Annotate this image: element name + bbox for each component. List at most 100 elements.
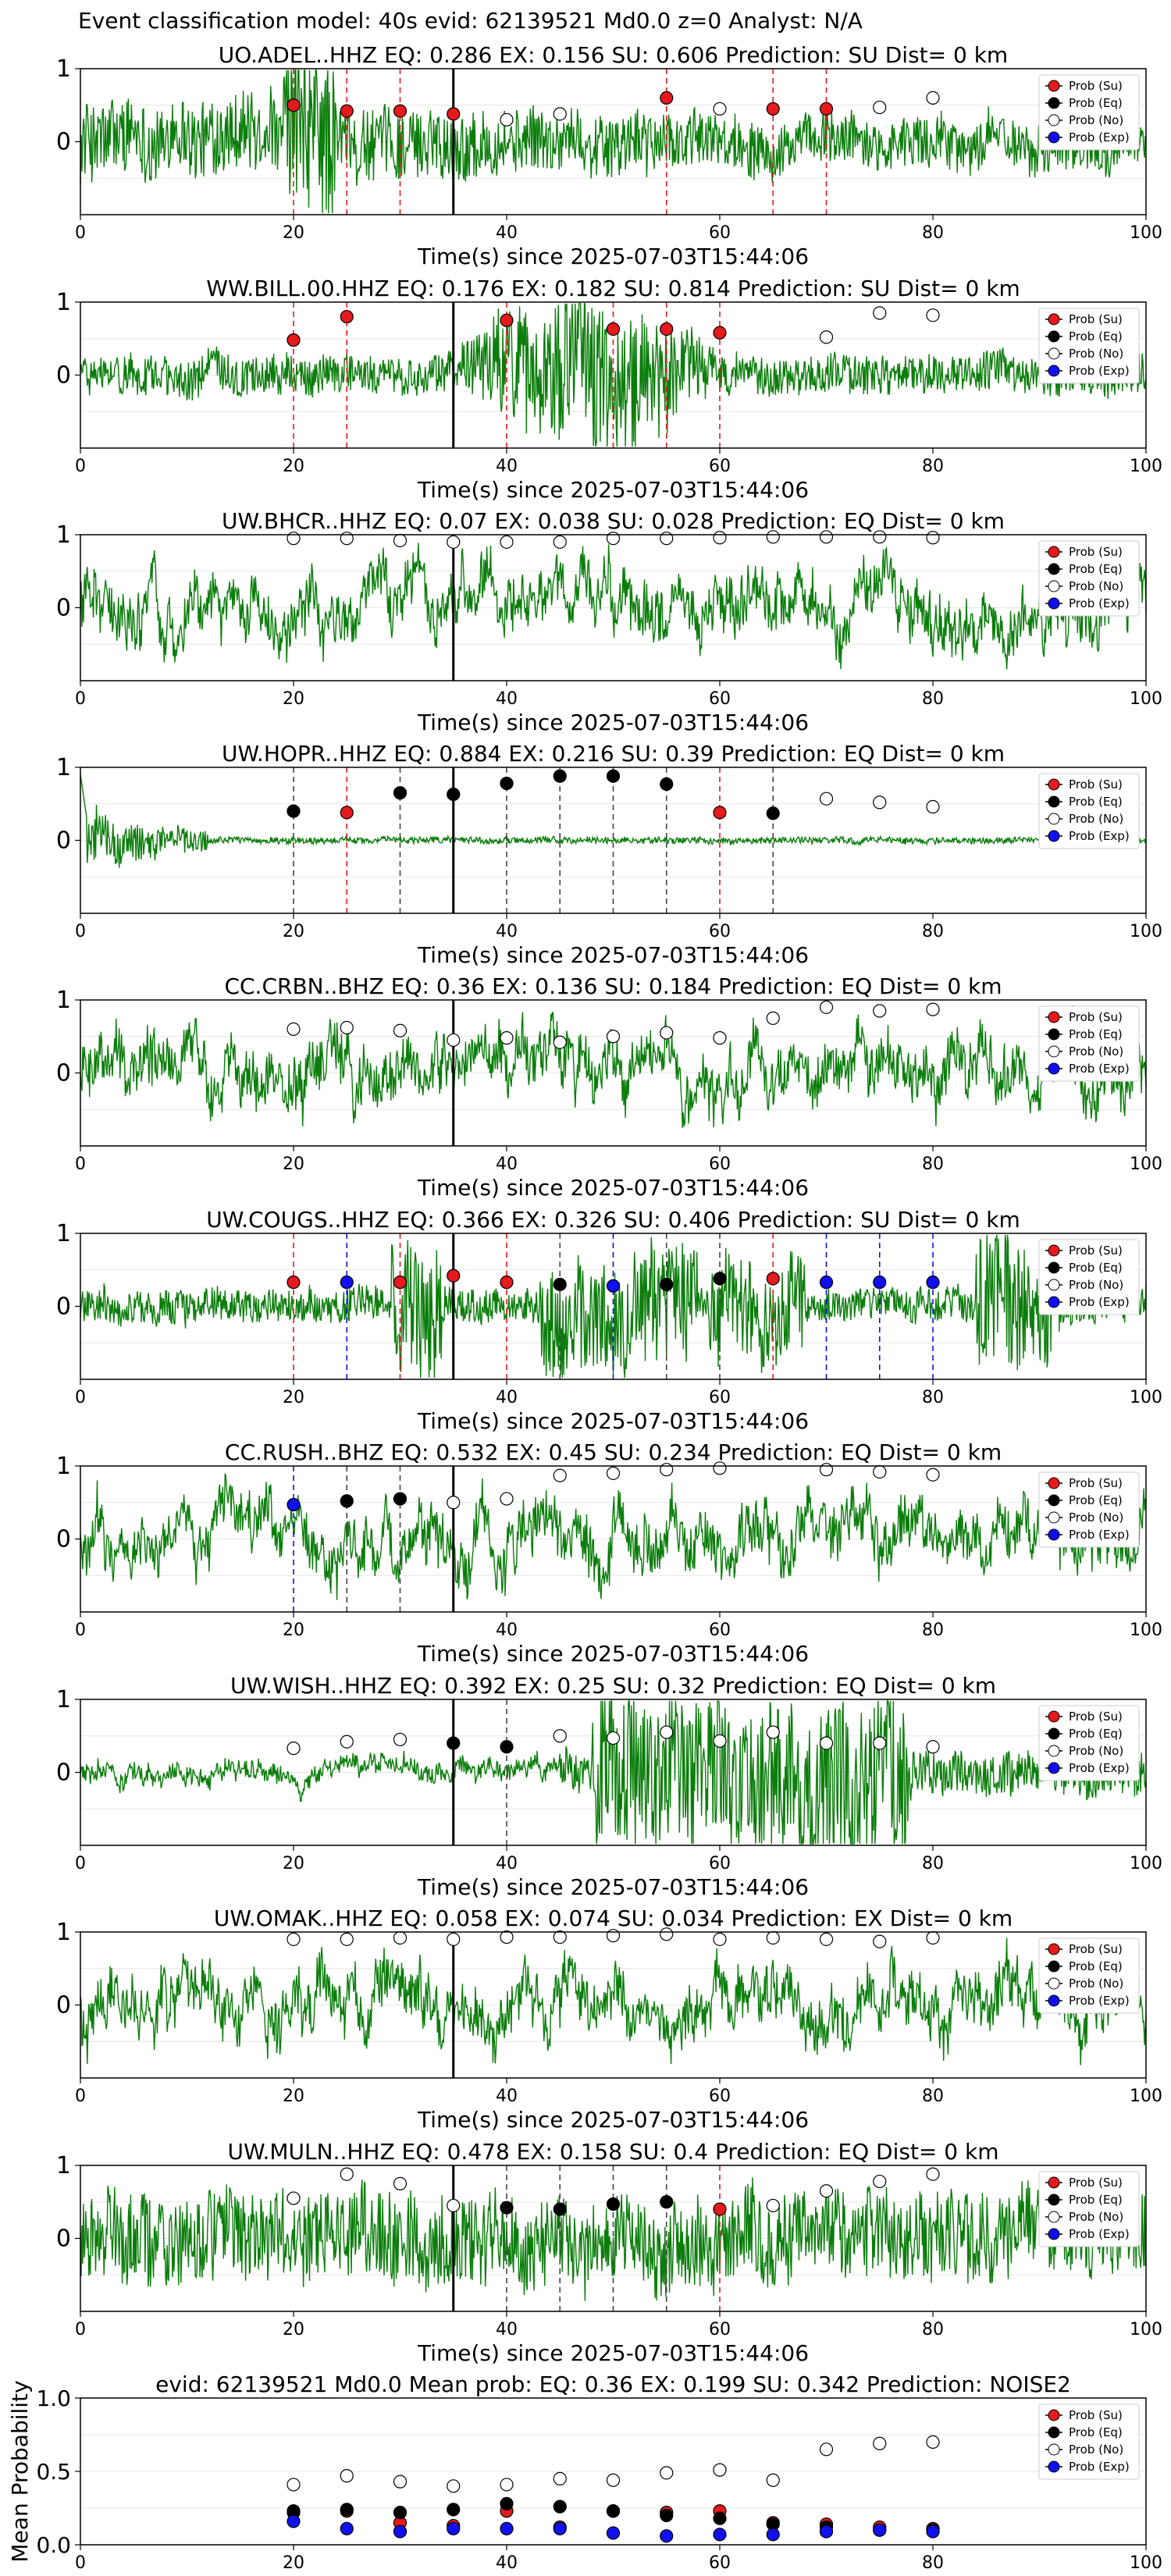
legend-box [1038, 2403, 1140, 2480]
x-tick-label: 100 [1130, 2087, 1162, 2106]
legend-marker-exp [1048, 1062, 1060, 1075]
x-tick-label: 20 [283, 223, 304, 243]
panel-title: UW.COUGS..HHZ EQ: 0.366 EX: 0.326 SU: 0.… [206, 1207, 1020, 1233]
x-tick-label: 40 [496, 1155, 518, 1174]
legend-marker-eq [1048, 563, 1060, 575]
legend-label: Prob (Su) [1069, 545, 1123, 559]
marker-no [287, 2478, 301, 2492]
marker-su [713, 326, 727, 340]
marker-exp [713, 2528, 727, 2542]
legend-marker-eq [1048, 2194, 1060, 2206]
marker-eq [447, 787, 461, 802]
x-tick-label: 60 [709, 689, 731, 709]
legend-marker-no [1048, 114, 1060, 126]
legend-marker-eq [1048, 1960, 1060, 1973]
x-axis-label: Time(s) since 2025-07-03T15:44:06 [417, 2340, 809, 2366]
x-axis-label: Time(s) since 2025-07-03T15:44:06 [417, 2107, 809, 2133]
x-tick-label: 80 [922, 223, 944, 243]
panel-title: WW.BILL.00.HHZ EQ: 0.176 EX: 0.182 SU: 0… [206, 276, 1020, 301]
legend-marker-exp [1048, 1994, 1060, 2007]
marker-exp [553, 2521, 567, 2535]
marker-eq [606, 769, 621, 783]
marker-su [660, 91, 674, 105]
x-tick-label: 0 [75, 1854, 86, 1873]
marker-exp [873, 1276, 887, 1290]
marker-no [393, 1023, 408, 1037]
legend-label: Prob (No) [1069, 347, 1123, 361]
panel-1: WW.BILL.00.HHZ EQ: 0.176 EX: 0.182 SU: 0… [56, 276, 1162, 503]
marker-no [713, 101, 727, 116]
marker-su [713, 2202, 727, 2216]
legend-marker-eq [1048, 1727, 1060, 1740]
x-axis-label: Time(s) since 2025-07-03T15:44:06 [417, 942, 809, 968]
y-tick-label: 1 [56, 289, 71, 316]
y-tick-label: 0 [56, 827, 71, 855]
x-tick-label: 0 [75, 223, 86, 243]
waveform-trace [80, 1937, 1147, 2065]
panel-8: UW.OMAK..HHZ EQ: 0.058 EX: 0.074 SU: 0.0… [56, 1905, 1162, 2133]
x-tick-label: 20 [283, 1621, 304, 1640]
legend-label: Prob (Exp) [1069, 1994, 1130, 2008]
marker-no [819, 792, 834, 806]
panels: UO.ADEL..HHZ EQ: 0.286 EX: 0.156 SU: 0.6… [7, 42, 1162, 2573]
y-tick-label: 1 [56, 1453, 71, 1480]
y-tick-label: 0.0 [36, 2532, 71, 2558]
x-tick-label: 100 [1130, 1388, 1162, 1407]
legend-marker-no [1048, 1279, 1060, 1291]
x-tick-label: 20 [283, 2320, 304, 2339]
marker-eq [553, 769, 567, 783]
x-tick-label: 80 [922, 1388, 944, 1407]
legend-label: Prob (Su) [1069, 1244, 1123, 1258]
marker-no [766, 2198, 780, 2213]
marker-no [553, 1468, 567, 1482]
y-tick-label: 0.5 [36, 2459, 71, 2485]
legend-label: Prob (Eq) [1069, 1027, 1123, 1041]
marker-exp [340, 1276, 354, 1290]
marker-eq [660, 2195, 674, 2209]
marker-su [500, 313, 514, 327]
marker-no [340, 532, 354, 546]
x-tick-label: 0 [75, 457, 86, 476]
marker-exp [819, 2524, 834, 2539]
marker-eq [500, 2201, 514, 2215]
legend-label: Prob (Eq) [1069, 329, 1123, 343]
marker-no [500, 1031, 514, 1045]
legend-box [1038, 1705, 1140, 1781]
legend-label: Prob (Exp) [1069, 364, 1130, 378]
marker-exp [766, 2528, 780, 2542]
legend-marker-su [1048, 778, 1060, 791]
x-tick-label: 60 [709, 2553, 731, 2573]
legend-label: Prob (Exp) [1069, 2460, 1130, 2474]
waveform-trace [80, 1005, 1147, 1128]
x-tick-label: 80 [922, 1155, 944, 1174]
y-tick-label: 1 [56, 1686, 71, 1713]
x-tick-label: 80 [922, 689, 944, 709]
legend-label: Prob (No) [1069, 1744, 1123, 1758]
x-tick-label: 0 [75, 1155, 86, 1174]
marker-no [500, 2478, 514, 2492]
marker-no [287, 532, 301, 546]
legend-marker-su [1048, 546, 1060, 558]
x-tick-label: 100 [1130, 1854, 1162, 1873]
legend-marker-no [1048, 1045, 1060, 1058]
legend-marker-su [1048, 313, 1060, 326]
marker-no [766, 1725, 780, 1739]
legend-label: Prob (Eq) [1069, 1727, 1123, 1741]
marker-eq [340, 1494, 354, 1508]
y-tick-label: 0 [56, 2226, 71, 2253]
marker-no [393, 533, 408, 548]
legend-marker-su [1048, 1244, 1060, 1257]
marker-eq [660, 777, 674, 792]
y-tick-label: 1 [56, 754, 71, 781]
marker-no [819, 1736, 834, 1750]
marker-exp [873, 2523, 887, 2537]
marker-su [287, 98, 301, 112]
x-tick-label: 80 [922, 2320, 944, 2339]
x-tick-label: 0 [75, 2553, 86, 2573]
panel-3: UW.HOPR..HHZ EQ: 0.884 EX: 0.216 SU: 0.3… [56, 741, 1162, 968]
marker-no [447, 1033, 461, 1048]
marker-no [660, 1927, 674, 1941]
x-tick-label: 100 [1130, 457, 1162, 476]
legend-label: Prob (Exp) [1069, 1062, 1130, 1076]
marker-su [340, 806, 354, 820]
